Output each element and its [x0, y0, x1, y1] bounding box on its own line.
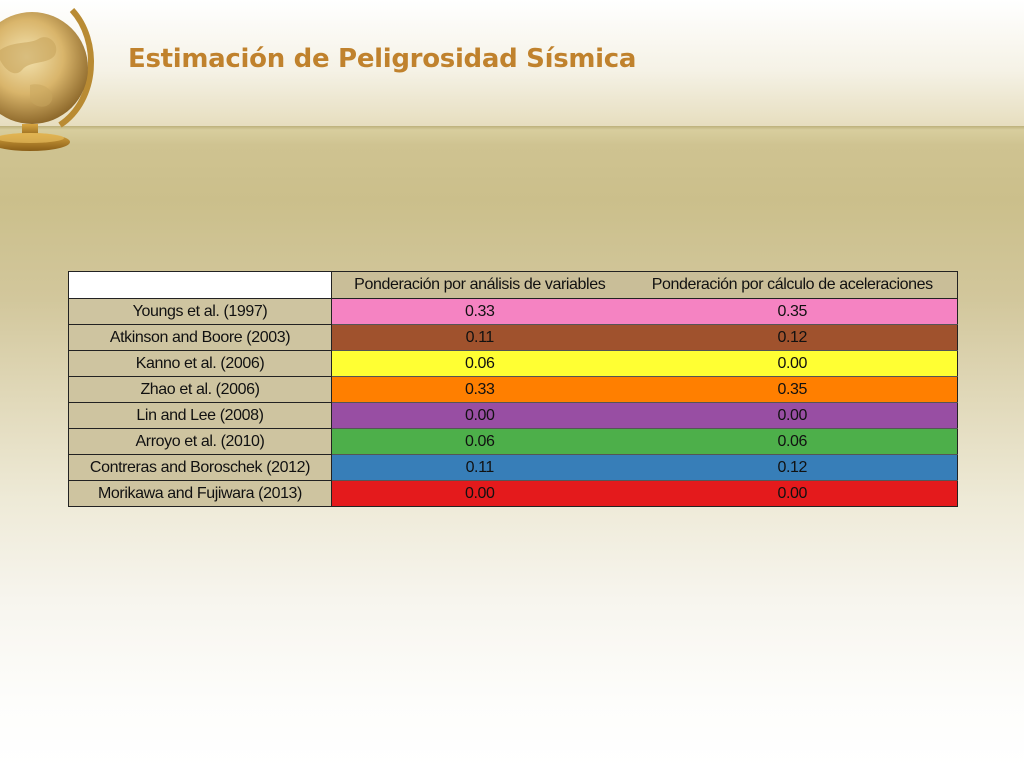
model-name-cell: Zhao et al. (2006): [68, 376, 332, 403]
weight-variables-cell: 0.11: [331, 454, 628, 481]
weight-variables-cell: 0.00: [331, 402, 628, 429]
column-header-accelerations: Ponderación por cálculo de aceleraciones: [627, 271, 958, 299]
weight-accelerations-cell: 0.35: [627, 298, 958, 325]
model-name-cell: Lin and Lee (2008): [68, 402, 332, 429]
header-divider: [0, 126, 1024, 130]
model-name-cell: Youngs et al. (1997): [68, 298, 332, 325]
weight-accelerations-cell: 0.35: [627, 376, 958, 403]
weight-variables-cell: 0.11: [331, 324, 628, 351]
weights-table: Ponderación por análisis de variables Po…: [68, 271, 958, 507]
table-row: Atkinson and Boore (2003) 0.11 0.12: [68, 324, 958, 351]
model-name-cell: Kanno et al. (2006): [68, 350, 332, 377]
weight-variables-cell: 0.33: [331, 298, 628, 325]
model-name-cell: Arroyo et al. (2010): [68, 428, 332, 455]
column-header-variables: Ponderación por análisis de variables: [331, 271, 628, 299]
table-corner-cell: [68, 271, 332, 299]
header-band: [0, 0, 1024, 128]
weight-accelerations-cell: 0.12: [627, 324, 958, 351]
weight-accelerations-cell: 0.00: [627, 402, 958, 429]
table-row: Kanno et al. (2006) 0.06 0.00: [68, 350, 958, 377]
table-header-row: Ponderación por análisis de variables Po…: [68, 271, 958, 299]
weight-variables-cell: 0.06: [331, 350, 628, 377]
model-name-cell: Contreras and Boroschek (2012): [68, 454, 332, 481]
weight-variables-cell: 0.00: [331, 480, 628, 507]
weight-accelerations-cell: 0.00: [627, 480, 958, 507]
table-row: Morikawa and Fujiwara (2013) 0.00 0.00: [68, 480, 958, 507]
weight-variables-cell: 0.33: [331, 376, 628, 403]
slide-title: Estimación de Peligrosidad Sísmica: [128, 44, 637, 74]
globe-icon: [0, 7, 95, 151]
weight-variables-cell: 0.06: [331, 428, 628, 455]
table-row: Youngs et al. (1997) 0.33 0.35: [68, 298, 958, 325]
model-name-cell: Atkinson and Boore (2003): [68, 324, 332, 351]
table-row: Contreras and Boroschek (2012) 0.11 0.12: [68, 454, 958, 481]
table-row: Lin and Lee (2008) 0.00 0.00: [68, 402, 958, 429]
table-row: Zhao et al. (2006) 0.33 0.35: [68, 376, 958, 403]
weight-accelerations-cell: 0.12: [627, 454, 958, 481]
model-name-cell: Morikawa and Fujiwara (2013): [68, 480, 332, 507]
weight-accelerations-cell: 0.00: [627, 350, 958, 377]
table-row: Arroyo et al. (2010) 0.06 0.06: [68, 428, 958, 455]
weight-accelerations-cell: 0.06: [627, 428, 958, 455]
